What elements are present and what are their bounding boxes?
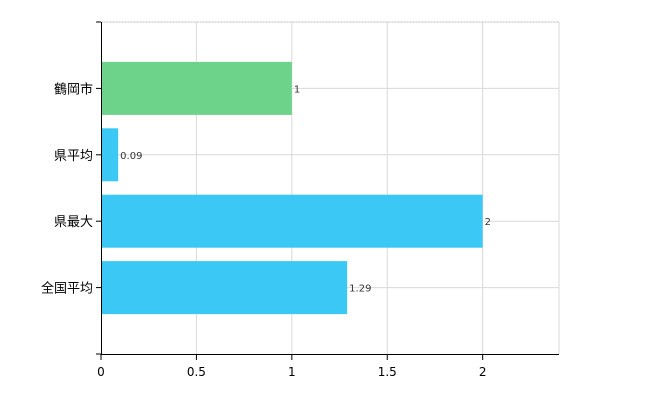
- bar: [101, 61, 292, 115]
- x-tick-label: 1: [288, 365, 296, 379]
- data-label: 1: [294, 84, 300, 95]
- bars: [101, 61, 483, 315]
- bar: [101, 261, 348, 315]
- category-label: 全国平均: [41, 281, 93, 297]
- x-tick-label: 2: [479, 365, 487, 379]
- bar: [101, 194, 483, 248]
- category-label: 鶴岡市: [54, 81, 93, 97]
- x-tick-label: 1.5: [378, 365, 397, 379]
- data-label: 0.09: [120, 151, 142, 162]
- data-label: 1.29: [349, 284, 371, 295]
- axes: [96, 21, 559, 360]
- labels: 1 鶴岡市 0.09 県平均 2 県最大 1.29 全国平均 0 0.5 1 1.5 2: [41, 81, 491, 379]
- category-label: 県最大: [54, 215, 93, 230]
- bar: [101, 128, 119, 182]
- x-tick-label: 0.5: [187, 365, 206, 379]
- x-tick-label: 0: [97, 365, 105, 379]
- data-label: 2: [485, 217, 491, 228]
- category-label: 県平均: [54, 149, 93, 164]
